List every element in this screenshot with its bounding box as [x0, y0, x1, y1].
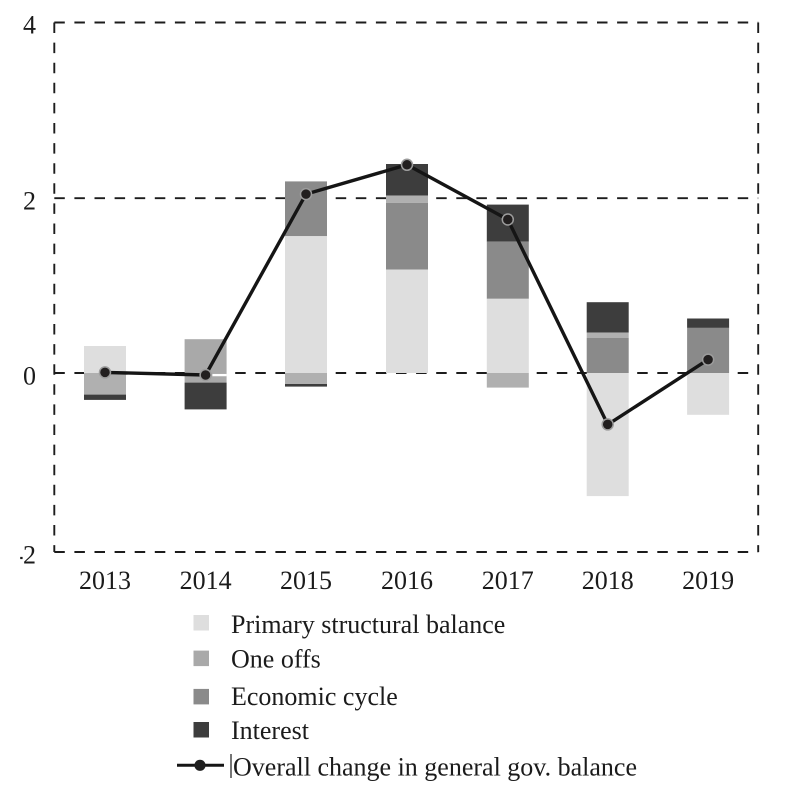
svg-text:2019: 2019 — [682, 566, 734, 595]
svg-text:2014: 2014 — [180, 566, 232, 595]
svg-text:2013: 2013 — [79, 566, 131, 595]
svg-text:Overall change in general gov.: Overall change in general gov. balance — [233, 753, 637, 782]
svg-text:2017: 2017 — [482, 566, 534, 595]
svg-text:2015: 2015 — [280, 566, 332, 595]
svg-text:2018: 2018 — [582, 566, 634, 595]
svg-text:One offs: One offs — [231, 645, 321, 674]
svg-text:Primary structural balance: Primary structural balance — [231, 610, 505, 639]
svg-text:2: 2 — [23, 187, 36, 216]
svg-text:4: 4 — [23, 11, 36, 40]
svg-text:2: 2 — [23, 541, 36, 570]
svg-text:Economic cycle: Economic cycle — [231, 682, 398, 711]
svg-text:2016: 2016 — [381, 566, 433, 595]
svg-text:0: 0 — [23, 362, 36, 391]
svg-text:Interest: Interest — [231, 716, 310, 745]
